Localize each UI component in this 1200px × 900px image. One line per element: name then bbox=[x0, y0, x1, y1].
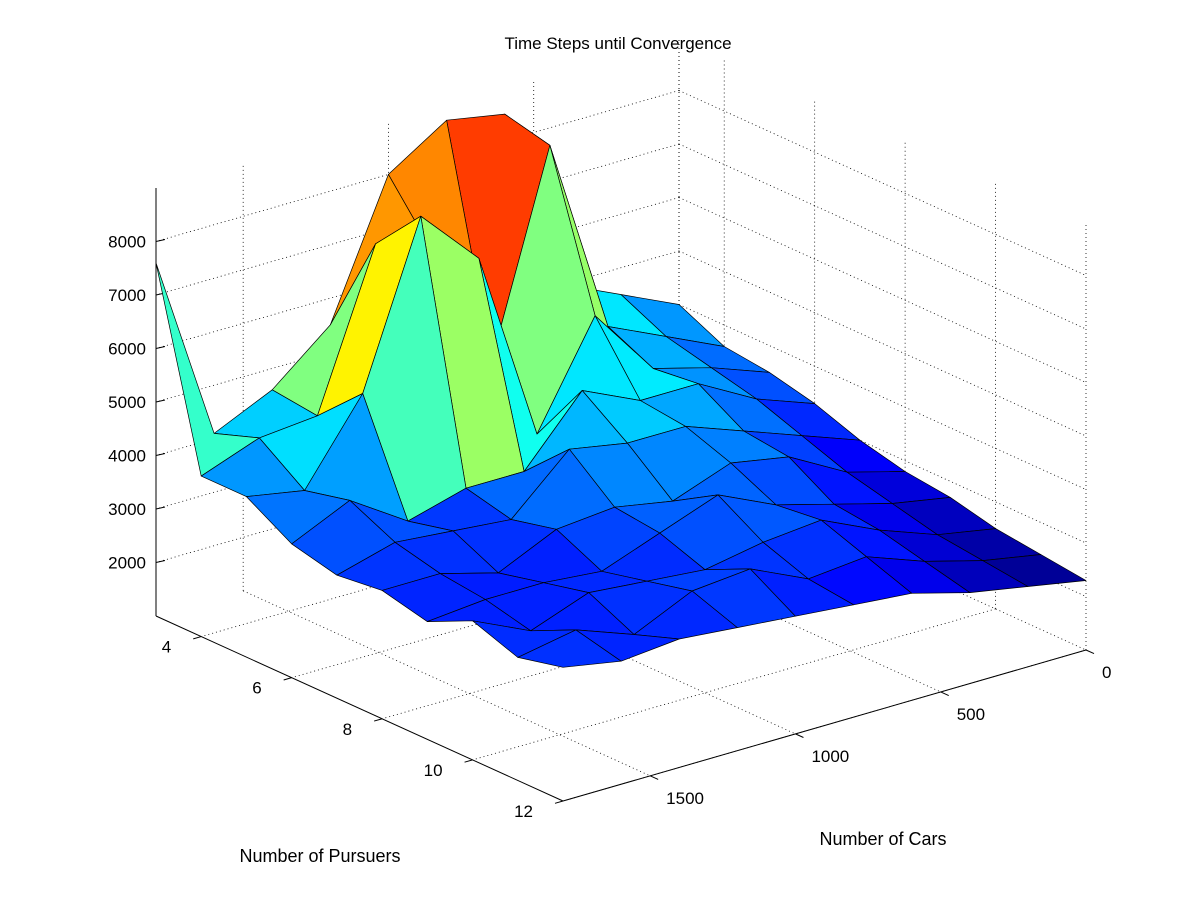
z-tick-label: 2000 bbox=[108, 554, 146, 573]
z-tick bbox=[155, 453, 166, 456]
y-tick bbox=[795, 733, 804, 738]
z-tick-label: 4000 bbox=[108, 447, 146, 466]
z-tick-label: 6000 bbox=[108, 340, 146, 359]
x-tick-label: 8 bbox=[343, 720, 352, 739]
z-tick bbox=[155, 506, 166, 510]
z-tick bbox=[155, 399, 166, 403]
grid-line bbox=[472, 608, 996, 761]
y-tick-label: 0 bbox=[1102, 663, 1111, 682]
x-tick bbox=[464, 759, 473, 763]
z-tick-label: 8000 bbox=[108, 233, 146, 252]
y-tick-label: 1000 bbox=[811, 747, 849, 766]
x-axis-line bbox=[155, 615, 564, 802]
z-tick bbox=[155, 239, 166, 242]
y-tick bbox=[940, 691, 949, 697]
x-axis-label: Number of Pursuers bbox=[239, 846, 400, 866]
z-tick bbox=[155, 560, 166, 563]
grid-line bbox=[243, 590, 651, 777]
y-tick bbox=[1085, 649, 1095, 655]
y-tick-label: 500 bbox=[957, 705, 985, 724]
grid-line bbox=[678, 357, 1087, 544]
z-tick bbox=[155, 346, 166, 349]
chart-title: Time Steps until Convergence bbox=[504, 34, 731, 53]
x-tick bbox=[554, 800, 564, 804]
x-tick-label: 12 bbox=[514, 802, 533, 821]
axes bbox=[155, 188, 1095, 804]
grid-line bbox=[678, 90, 1087, 276]
grid-line bbox=[678, 464, 1087, 651]
grid-line bbox=[533, 506, 941, 693]
surface-patch bbox=[517, 629, 622, 668]
surface bbox=[155, 113, 1087, 668]
x-tick bbox=[193, 636, 202, 640]
y-tick-label: 1500 bbox=[666, 789, 704, 808]
x-tick bbox=[283, 677, 292, 681]
x-tick-label: 6 bbox=[252, 679, 261, 698]
z-tick-label: 5000 bbox=[108, 393, 146, 412]
tick-labels: 4 6 8 10 12 0 500 1000 1500 2000 3000 4000 5000 6000 7… bbox=[108, 233, 1111, 822]
surface-patch bbox=[155, 262, 260, 477]
y-tick bbox=[649, 775, 659, 780]
y-axis-line bbox=[562, 649, 1087, 802]
x-tick-label: 4 bbox=[162, 638, 171, 657]
grid-line bbox=[678, 250, 1087, 437]
z-tick-label: 7000 bbox=[108, 286, 146, 305]
grid-line bbox=[388, 548, 796, 735]
grid-line bbox=[678, 143, 1087, 330]
y-axis-label: Number of Cars bbox=[819, 829, 946, 849]
x-tick bbox=[373, 718, 383, 722]
grid-line bbox=[678, 197, 1087, 383]
x-tick-label: 10 bbox=[424, 761, 443, 780]
z-tick-label: 3000 bbox=[108, 500, 146, 519]
grid-line bbox=[678, 304, 1087, 490]
